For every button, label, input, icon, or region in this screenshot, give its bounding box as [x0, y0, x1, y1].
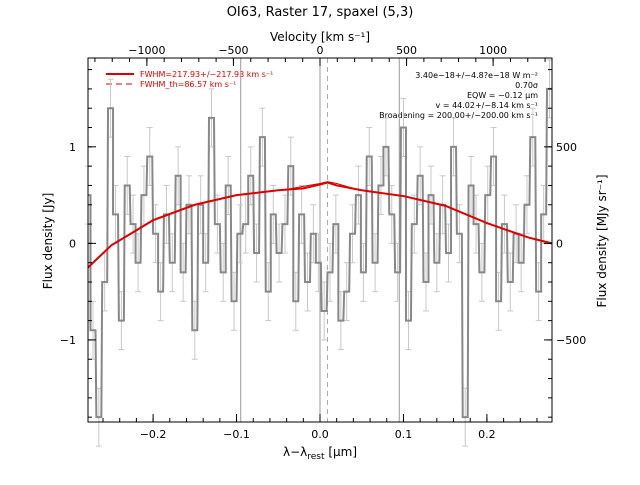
x-axis-label-unit: [μm]: [325, 445, 358, 459]
y-tick-label: 1: [69, 141, 76, 154]
x-axis-label-sub: rest: [307, 452, 325, 462]
x-tick-label: 0.0: [311, 428, 329, 441]
top-tick-label: −500: [218, 44, 248, 57]
right-tick-label: 0: [556, 237, 563, 250]
y-tick-label: 0: [69, 237, 76, 250]
x-tick-label: −0.1: [223, 428, 250, 441]
annotation-line: v = 44.02+/−8.14 km s⁻¹: [436, 101, 538, 110]
chart-title: OI63, Raster 17, spaxel (5,3): [227, 5, 414, 20]
annotation-line: EQW = −0.12 μm: [467, 91, 538, 100]
y-axis-label: Flux density [Jy]: [41, 193, 55, 290]
right-tick-label: −500: [556, 334, 586, 347]
top-tick-label: −1000: [128, 44, 165, 57]
top-tick-label: 0: [317, 44, 324, 57]
x-axis-label: λ−λrest [μm]: [283, 445, 357, 462]
x-tick-label: 0.2: [478, 428, 496, 441]
top-tick-label: 500: [396, 44, 417, 57]
annotation-line: 3.40e−18+/−4.8?e−18 W m⁻²: [415, 71, 538, 80]
top-tick-label: 1000: [479, 44, 507, 57]
x-tick-label: −0.2: [140, 428, 167, 441]
right-axis-label: Flux density [MJy sr⁻¹]: [595, 174, 609, 307]
legend: FWHM=217.93+/−217.93 km s⁻¹FWHM_th=86.57…: [106, 70, 273, 89]
y-tick-label: −1: [60, 334, 76, 347]
annotation-line: 0.70σ: [515, 81, 538, 90]
x-axis-label-main: λ−λ: [283, 445, 307, 459]
top-axis-label: Velocity [km s⁻¹]: [270, 30, 370, 44]
legend-label: FWHM_th=86.57 km s⁻¹: [140, 80, 236, 89]
x-tick-label: 0.1: [395, 428, 413, 441]
right-tick-label: 500: [556, 141, 577, 154]
legend-label: FWHM=217.93+/−217.93 km s⁻¹: [140, 70, 273, 79]
